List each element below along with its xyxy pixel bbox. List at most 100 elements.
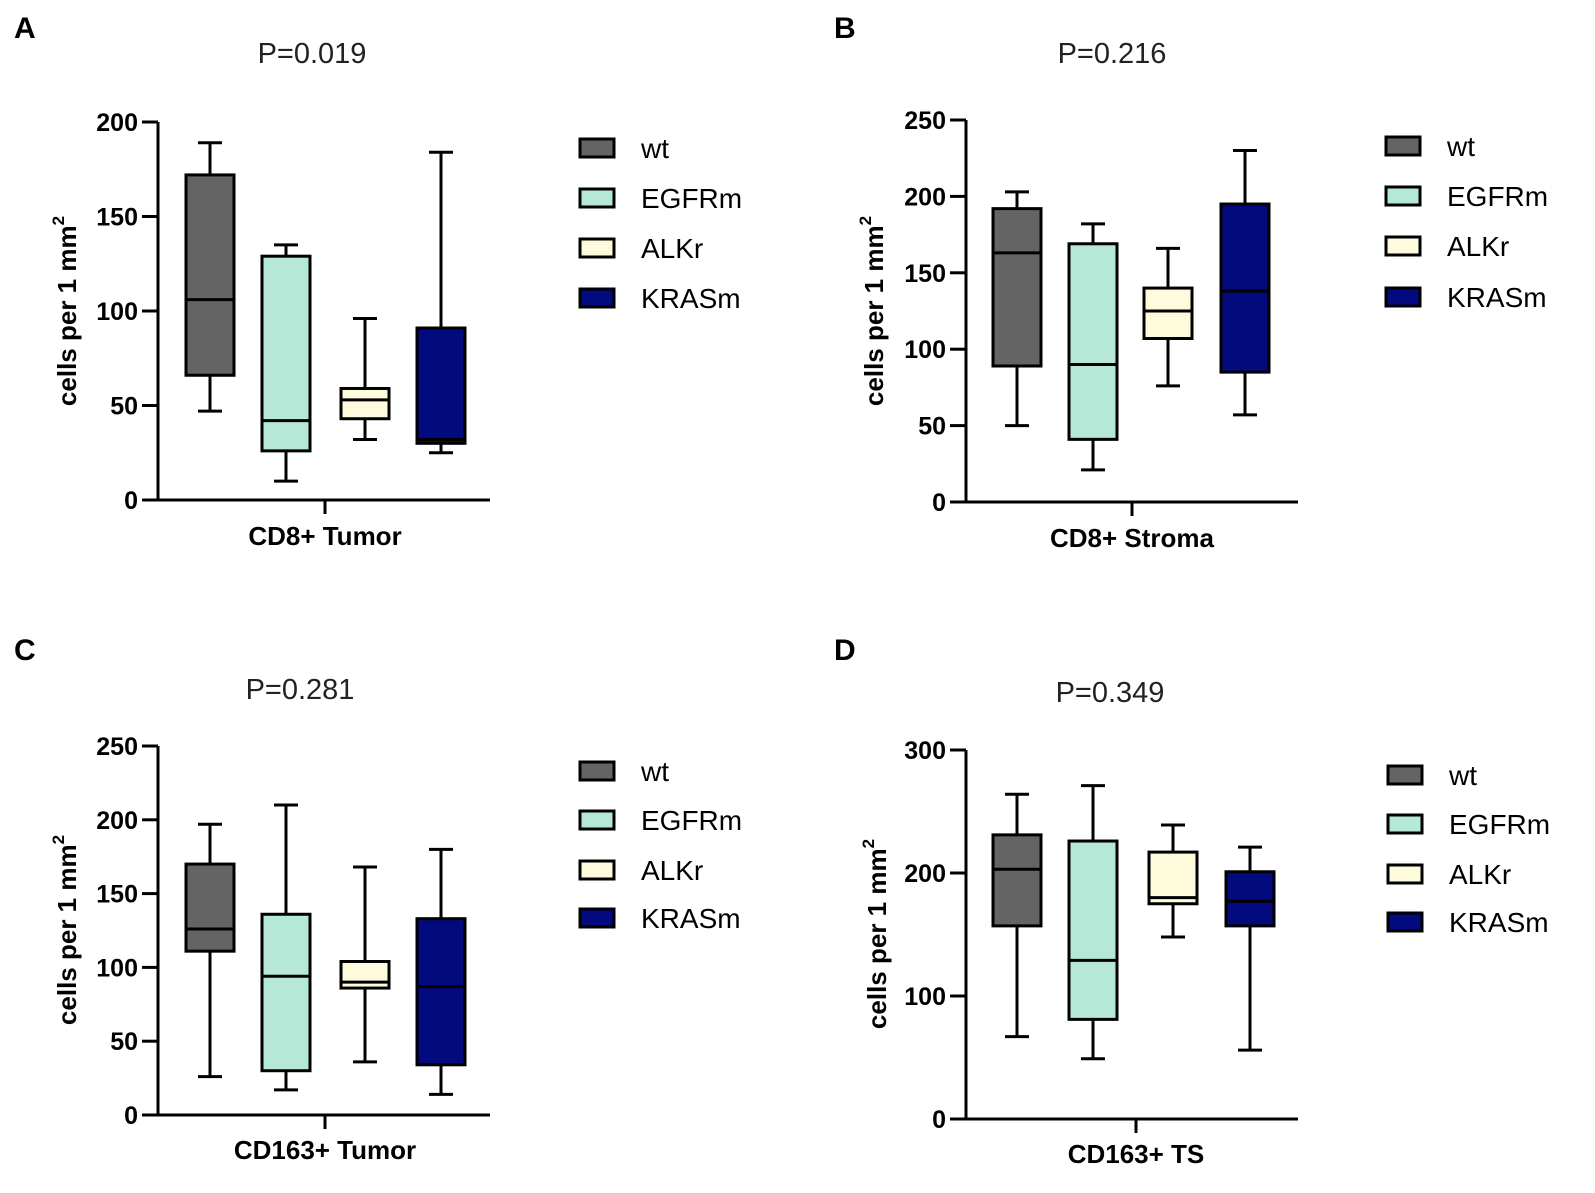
box-egfrm (1067, 784, 1119, 1061)
y-tick-label: 100 (904, 983, 946, 1011)
y-tick-label: 50 (918, 413, 946, 441)
legend-swatch-krasm (578, 287, 616, 309)
y-tick-label: 0 (932, 489, 946, 517)
box-wt (184, 822, 236, 1079)
legend: wt EGFRm ALKr KRASm (1386, 760, 1550, 938)
y-tick-label: 200 (96, 109, 138, 137)
legend-swatch-wt (578, 760, 616, 782)
iqr-box (1142, 286, 1194, 341)
iqr-box (339, 959, 391, 990)
y-axis-label-text: cells per 1 mm (859, 225, 889, 406)
iqr-box (184, 173, 236, 377)
legend-label-wt: wt (640, 756, 669, 787)
legend-swatch-egfrm (1386, 813, 1424, 835)
p-value-title: P=0.019 (258, 38, 367, 70)
x-axis-label: CD163+ Tumor (234, 1135, 416, 1165)
y-axis-label: cells per 1 mm2 (859, 839, 892, 1029)
p-value-title: P=0.349 (1056, 677, 1165, 709)
legend-label-alkr: ALKr (641, 855, 703, 886)
legend-swatch-alkr (1384, 235, 1422, 257)
y-tick-label: 150 (96, 204, 138, 232)
box-alkr (1147, 823, 1199, 939)
y-tick-label: 100 (96, 298, 138, 326)
y-tick-label: 100 (904, 336, 946, 364)
legend-label-krasm: KRASm (641, 903, 741, 934)
legend-label-wt: wt (1448, 760, 1477, 791)
x-axis-label: CD163+ TS (1068, 1139, 1205, 1169)
box-krasm (415, 150, 467, 455)
legend-label-krasm: KRASm (641, 283, 741, 314)
y-tick-label: 200 (904, 183, 946, 211)
legend: wt EGFRm ALKr KRASm (1384, 131, 1548, 313)
iqr-box (1067, 242, 1119, 441)
y-tick-label: 0 (124, 1102, 138, 1130)
legend-label-egfrm: EGFRm (641, 805, 742, 836)
y-axis-label-text: cells per 1 mm (862, 848, 892, 1029)
legend-swatch-wt (1384, 135, 1422, 157)
panel-label: B (834, 12, 856, 45)
y-tick-label: 200 (904, 860, 946, 888)
legend: wt EGFRm ALKr KRASm (578, 133, 742, 314)
y-axis-label-text: cells per 1 mm (52, 225, 82, 406)
legend-swatch-krasm (578, 907, 616, 929)
p-value-title: P=0.216 (1058, 38, 1167, 70)
legend-label-egfrm: EGFRm (641, 183, 742, 214)
legend-swatch-krasm (1384, 286, 1422, 308)
legend-swatch-egfrm (578, 809, 616, 831)
box-egfrm (260, 803, 312, 1092)
y-axis-label-superscript: 2 (49, 216, 68, 225)
panel-a: A P=0.019 0 50 100 150 200 CD8+ Tumor cells per … (14, 12, 742, 551)
y-axis-label-text: cells per 1 mm (52, 844, 82, 1025)
panel-d: D P=0.349 0 100 200 300 CD163+ TS cells per 1 m… (834, 634, 1550, 1169)
y-axis-label-superscript: 2 (859, 839, 878, 848)
y-axis-label-superscript: 2 (856, 216, 875, 225)
y-axis-label: cells per 1 mm2 (856, 216, 889, 406)
y-axis-label: cells per 1 mm2 (49, 216, 82, 406)
iqr-box (415, 917, 467, 1067)
legend-label-egfrm: EGFRm (1447, 181, 1548, 212)
y-tick-label: 250 (904, 107, 946, 135)
legend-label-alkr: ALKr (1449, 859, 1511, 890)
legend-swatch-alkr (578, 237, 616, 259)
y-axis-label-superscript: 2 (49, 835, 68, 844)
x-axis-label: CD8+ Stroma (1050, 523, 1215, 553)
y-tick-label: 100 (96, 954, 138, 982)
legend-swatch-krasm (1386, 911, 1424, 933)
p-value-title: P=0.281 (246, 674, 355, 706)
box-alkr (339, 865, 391, 1064)
legend-swatch-alkr (578, 859, 616, 881)
iqr-box (339, 386, 391, 421)
y-tick-label: 0 (124, 487, 138, 515)
y-tick-label: 300 (904, 737, 946, 765)
y-tick-label: 0 (932, 1106, 946, 1134)
panel-label: D (834, 634, 856, 667)
y-tick-label: 150 (96, 881, 138, 909)
legend-swatch-egfrm (1384, 185, 1422, 207)
y-tick-label: 50 (110, 1028, 138, 1056)
box-alkr (1142, 246, 1194, 388)
box-egfrm (260, 243, 312, 483)
iqr-box (260, 254, 312, 453)
panel-b: B P=0.216 0 50 100 150 200 250 CD8+ Stroma cells … (834, 12, 1548, 553)
panel-label: A (14, 12, 36, 45)
legend-swatch-alkr (1386, 863, 1424, 885)
box-krasm (415, 847, 467, 1096)
iqr-box (1224, 870, 1276, 928)
iqr-box (415, 326, 467, 445)
legend-swatch-egfrm (578, 187, 616, 209)
legend-label-wt: wt (1446, 131, 1475, 162)
legend: wt EGFRm ALKr KRASm (578, 756, 742, 934)
legend-swatch-wt (1386, 764, 1424, 786)
legend-label-wt: wt (640, 133, 669, 164)
box-krasm (1219, 149, 1271, 417)
legend-label-krasm: KRASm (1447, 282, 1547, 313)
legend-swatch-wt (578, 137, 616, 159)
iqr-box (260, 912, 312, 1073)
box-krasm (1224, 845, 1276, 1052)
panel-c: C P=0.281 0 50 100 150 200 250 CD163+ Tumor cells… (14, 634, 742, 1165)
legend-label-alkr: ALKr (1447, 231, 1509, 262)
y-axis-label: cells per 1 mm2 (49, 835, 82, 1025)
box-wt (991, 792, 1043, 1039)
x-axis-label: CD8+ Tumor (248, 521, 401, 551)
